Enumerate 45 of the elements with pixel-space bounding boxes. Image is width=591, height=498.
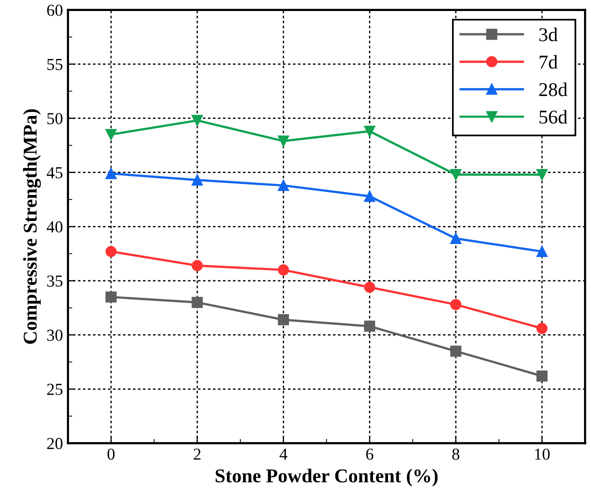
legend-label: 3d: [539, 28, 558, 42]
point: [450, 232, 462, 244]
point: [450, 299, 462, 310]
y-tick-label: 60: [47, 4, 62, 16]
point: [192, 114, 203, 126]
x-tick-label: 10: [535, 448, 550, 460]
point: [450, 346, 462, 357]
point: [364, 282, 376, 293]
point: [450, 169, 462, 180]
x-tick-label: 4: [280, 448, 288, 460]
point: [364, 320, 376, 332]
legend-label: 7d: [540, 55, 558, 69]
point: [536, 246, 548, 258]
y-tick-label: 40: [46, 221, 62, 233]
point: [536, 322, 548, 334]
legend-label: 56d: [540, 110, 568, 124]
x-axis-title: Stone Powder Content (%): [216, 468, 438, 486]
point: [536, 370, 548, 382]
point: [278, 135, 289, 147]
y-tick-label: 35: [47, 275, 62, 287]
point: [364, 126, 376, 137]
y-tick-label: 25: [47, 384, 62, 396]
point: [106, 128, 117, 140]
x-tick-label: 2: [194, 448, 200, 460]
point: [106, 291, 117, 303]
point: [192, 260, 203, 272]
point: [364, 190, 376, 202]
x-tick-label: 6: [366, 448, 374, 460]
point: [106, 168, 117, 180]
y-tick-label: 20: [47, 438, 62, 450]
y-tick-label: 55: [47, 58, 62, 70]
y-tick-label: 30: [47, 330, 62, 341]
y-tick-label: 45: [46, 167, 62, 178]
legend-label: 28d: [539, 82, 568, 96]
point: [192, 296, 203, 308]
point: [278, 180, 289, 191]
point: [278, 264, 289, 276]
point: [536, 169, 548, 180]
x-tick-label: 0: [108, 448, 115, 460]
y-axis-title: Compressive Strength(MPa): [23, 109, 41, 344]
point: [106, 246, 117, 258]
x-tick-label: 8: [452, 448, 460, 460]
y-tick-label: 50: [47, 112, 62, 124]
point: [192, 174, 203, 186]
point: [278, 314, 289, 326]
